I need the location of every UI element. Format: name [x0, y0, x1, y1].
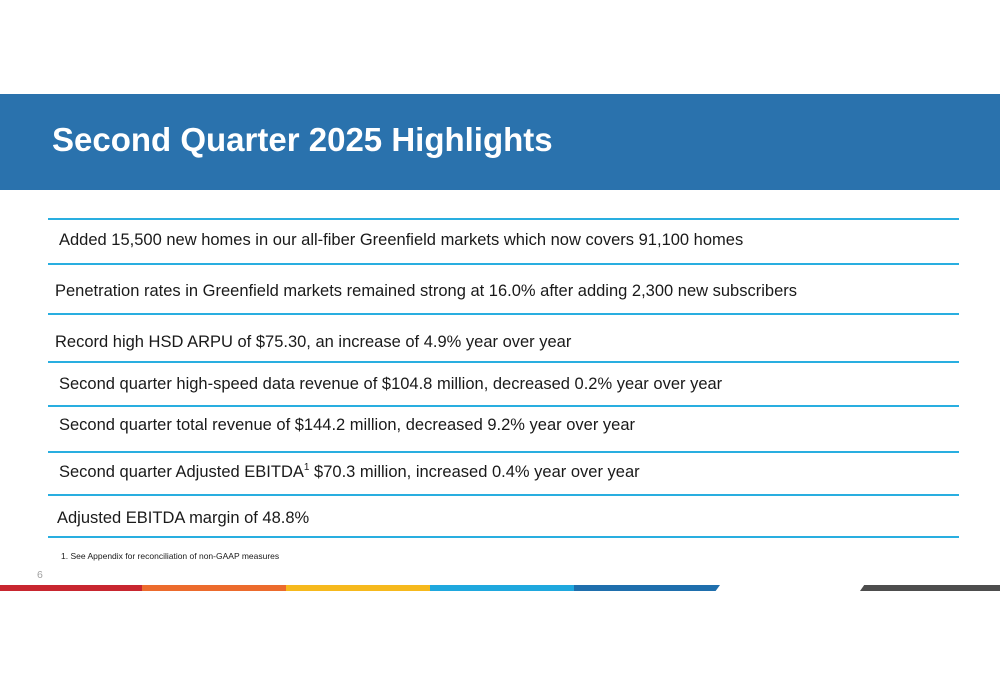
highlight-item: Second quarter total revenue of $144.2 m… [59, 416, 636, 434]
brand-stripe-light-blue [430, 585, 574, 591]
brand-stripe-red [0, 585, 142, 591]
slide-title: Second Quarter 2025 Highlights [52, 121, 553, 158]
title-band: Second Quarter 2025 Highlights [0, 94, 1000, 190]
highlight-text: $70.3 million, increased 0.4% year over … [309, 463, 640, 481]
highlight-item: Adjusted EBITDA margin of 48.8% [57, 509, 310, 527]
highlight-item: Penetration rates in Greenfield markets … [55, 282, 797, 300]
highlight-item: Second quarter Adjusted EBITDA1 $70.3 mi… [59, 462, 640, 482]
divider [48, 405, 959, 407]
brand-stripe-blue [574, 585, 720, 591]
highlight-item: Second quarter high-speed data revenue o… [59, 375, 723, 393]
highlight-item: Added 15,500 new homes in our all-fiber … [59, 231, 744, 249]
divider [48, 218, 959, 220]
brand-stripe-yellow [286, 585, 430, 591]
brand-stripe-orange [142, 585, 286, 591]
footnote: 1. See Appendix for reconciliation of no… [61, 551, 280, 561]
page-number: 6 [37, 569, 43, 581]
divider [48, 361, 959, 363]
divider [48, 536, 959, 538]
footnote-marker: 1 [303, 461, 310, 473]
highlight-item: Record high HSD ARPU of $75.30, an incre… [55, 333, 572, 351]
divider [48, 313, 959, 315]
divider [48, 263, 959, 265]
brand-stripe-gray [860, 585, 1000, 591]
highlight-text: Second quarter Adjusted EBITDA [59, 463, 304, 481]
highlights-list: Added 15,500 new homes in our all-fiber … [48, 218, 959, 538]
divider [48, 451, 959, 453]
divider [48, 494, 959, 496]
